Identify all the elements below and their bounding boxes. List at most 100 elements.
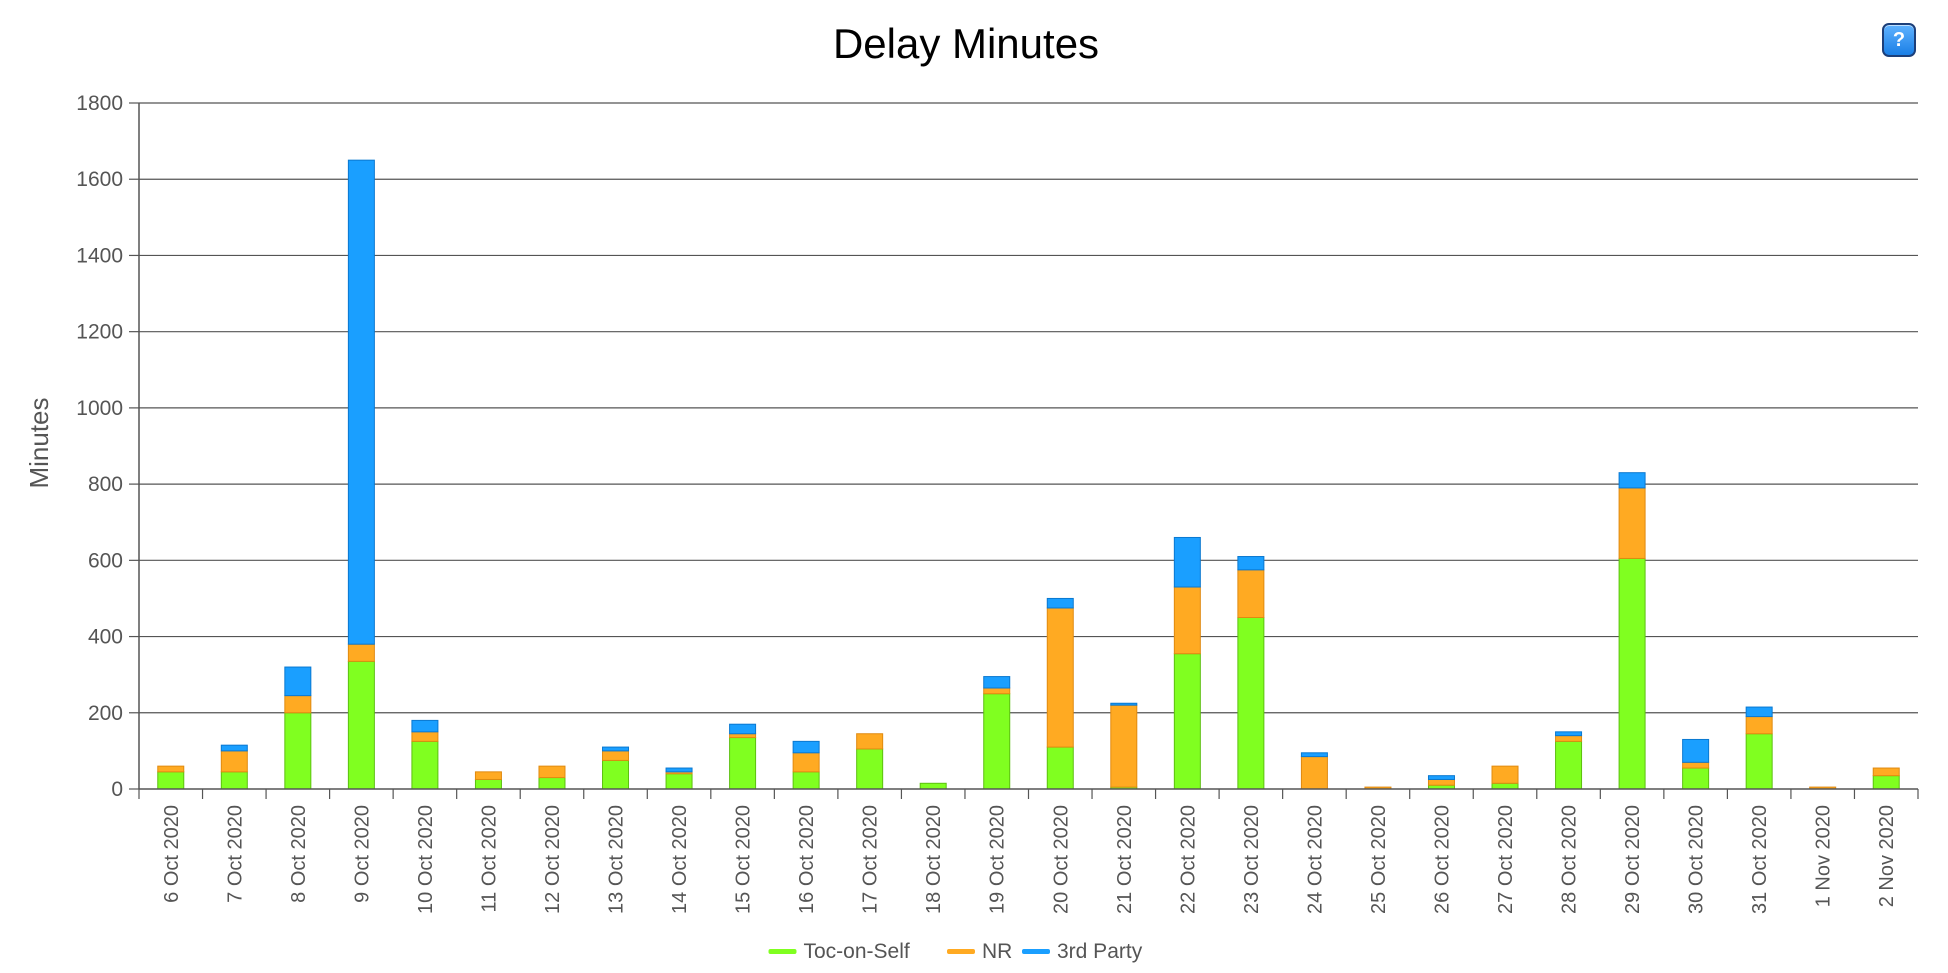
bar-nr	[220, 750, 248, 773]
x-tick-label: 21 Oct 2020	[1114, 805, 1136, 914]
bar-nr	[983, 687, 1011, 695]
bar-3rd-party	[665, 767, 693, 773]
legend-swatch	[947, 949, 975, 954]
bar-nr	[411, 731, 439, 742]
bar-toc-on-self	[1872, 775, 1900, 790]
bars	[157, 159, 1900, 790]
bar-toc-on-self	[1491, 782, 1519, 790]
bar-toc-on-self	[602, 759, 630, 790]
bar-nr	[1872, 767, 1900, 777]
x-tick-label: 10 Oct 2020	[415, 805, 437, 914]
x-tick-label: 24 Oct 2020	[1304, 805, 1326, 914]
y-tick-label: 400	[88, 626, 123, 649]
x-tick-label: 29 Oct 2020	[1622, 805, 1644, 914]
y-tick-label: 1000	[76, 397, 123, 420]
bar-nr	[1745, 716, 1773, 735]
x-tick-label: 28 Oct 2020	[1559, 805, 1581, 914]
bar-nr	[1427, 778, 1455, 786]
legend-item: Toc-on-Self	[768, 940, 910, 963]
bar-nr	[602, 750, 630, 761]
y-tick-label: 600	[88, 549, 123, 572]
y-tick-label: 1800	[76, 92, 123, 115]
bar-3rd-party	[1682, 738, 1710, 763]
bar-3rd-party	[1110, 702, 1138, 706]
legend-swatch	[768, 949, 797, 954]
x-tick-label: 19 Oct 2020	[987, 805, 1009, 914]
grid-lines	[139, 102, 1918, 714]
x-tick-label: 17 Oct 2020	[860, 805, 882, 914]
x-tick-label: 8 Oct 2020	[288, 805, 310, 903]
bar-nr	[474, 771, 502, 780]
x-tick-label: 20 Oct 2020	[1050, 805, 1072, 914]
legend-swatch	[1022, 949, 1050, 954]
bar-toc-on-self	[347, 660, 375, 790]
bar-3rd-party	[1745, 706, 1773, 718]
y-tick-label: 0	[111, 778, 123, 801]
bar-nr	[729, 733, 757, 739]
bar-3rd-party	[1173, 536, 1201, 588]
bar-3rd-party	[284, 666, 312, 697]
bar-nr	[1682, 761, 1710, 769]
bar-3rd-party	[1300, 752, 1328, 758]
legend-label: Toc-on-Self	[804, 940, 910, 963]
bar-toc-on-self	[792, 771, 820, 790]
bar-toc-on-self	[411, 740, 439, 790]
bar-nr	[856, 733, 884, 750]
y-tick-label: 1400	[76, 244, 123, 267]
y-axis: 0 200 400 600 800 1000 1200 1400 1600 1800	[76, 92, 139, 801]
bar-nr	[1237, 569, 1265, 618]
x-tick-label: 7 Oct 2020	[224, 805, 246, 903]
bar-toc-on-self	[1682, 767, 1710, 790]
bar-toc-on-self	[1173, 653, 1201, 790]
x-tick-label: 31 Oct 2020	[1749, 805, 1771, 914]
bar-toc-on-self	[1555, 740, 1583, 790]
bar-nr	[157, 765, 185, 773]
bar-3rd-party	[983, 676, 1011, 689]
x-tick-label: 22 Oct 2020	[1177, 805, 1199, 914]
bar-3rd-party	[602, 746, 630, 752]
bar-toc-on-self	[157, 771, 185, 790]
y-axis-label: Minutes	[24, 397, 54, 488]
bar-toc-on-self	[284, 712, 312, 790]
bar-3rd-party	[1237, 556, 1265, 571]
x-tick-label: 11 Oct 2020	[478, 805, 500, 912]
x-tick-label: 15 Oct 2020	[733, 805, 755, 914]
bar-toc-on-self	[220, 771, 248, 790]
bar-toc-on-self	[1745, 733, 1773, 790]
legend-label: 3rd Party	[1057, 940, 1143, 963]
help-button[interactable]: ?	[1882, 23, 1916, 57]
x-tick-label: 26 Oct 2020	[1431, 805, 1453, 914]
bar-nr	[792, 752, 820, 773]
bar-toc-on-self	[1046, 746, 1074, 790]
bar-toc-on-self	[538, 777, 566, 790]
bar-3rd-party	[729, 723, 757, 735]
bar-toc-on-self	[919, 782, 947, 790]
y-tick-label: 800	[88, 473, 123, 496]
bar-nr	[1618, 487, 1646, 559]
bar-nr	[1173, 586, 1201, 655]
legend-item: NR	[947, 940, 1012, 963]
y-tick-label: 1200	[76, 321, 123, 344]
bar-toc-on-self	[983, 693, 1011, 790]
x-tick-label: 25 Oct 2020	[1368, 805, 1390, 914]
bar-3rd-party	[1618, 472, 1646, 489]
bar-3rd-party	[1427, 775, 1455, 780]
y-tick-label: 1600	[76, 168, 123, 191]
x-tick-label: 6 Oct 2020	[161, 805, 183, 903]
bar-toc-on-self	[1237, 617, 1265, 790]
bar-toc-on-self	[856, 748, 884, 790]
bar-toc-on-self	[729, 737, 757, 790]
legend-item: 3rd Party	[1022, 940, 1143, 963]
bar-nr	[1491, 765, 1519, 784]
x-tick-label: 30 Oct 2020	[1686, 805, 1708, 914]
legend: Toc-on-Self NR 3rd Party	[768, 940, 1143, 963]
bar-3rd-party	[792, 740, 820, 754]
x-tick-label: 14 Oct 2020	[669, 805, 691, 914]
bar-nr	[538, 765, 566, 779]
x-tick-label: 12 Oct 2020	[542, 805, 564, 914]
bar-toc-on-self	[1618, 557, 1646, 790]
x-tick-label: 2 Nov 2020	[1876, 805, 1898, 907]
bar-nr	[347, 643, 375, 662]
bar-3rd-party	[411, 719, 439, 733]
